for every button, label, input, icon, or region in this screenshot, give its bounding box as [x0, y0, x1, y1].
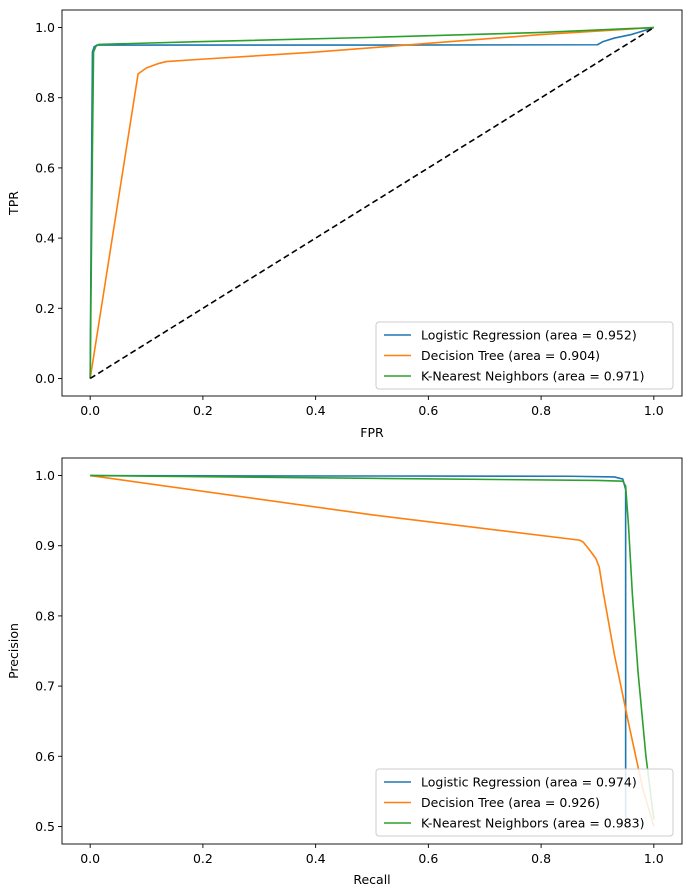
plot-frame	[61, 9, 683, 397]
legend-label-3: K-Nearest Neighbors (area = 0.971)	[421, 369, 644, 384]
x-tick-label: 1.0	[644, 403, 664, 418]
x-tick-label: 0.8	[531, 403, 551, 418]
y-tick-label: 0.0	[35, 371, 55, 386]
series-line-2	[89, 26, 654, 379]
legend-box	[375, 321, 674, 390]
x-axis-label: Recall	[353, 872, 390, 887]
series-line-1	[89, 26, 655, 379]
y-tick-label: 0.8	[35, 90, 55, 105]
y-tick-label: 0.2	[35, 301, 55, 316]
chart-panel-1: 0.0 0.2 0.4 0.6 0.8 1.0 0.0 0.2 0.4 0.6 0.8 1.0 FPR T…	[6, 9, 683, 440]
series-line-2	[90, 474, 655, 827]
chance-diagonal-line	[89, 26, 655, 380]
legend-label-1: Logistic Regression (area = 0.974)	[421, 775, 637, 790]
plot-frame	[61, 457, 683, 845]
y-axis-label: TPR	[6, 191, 21, 216]
legend-label-3: K-Nearest Neighbors (area = 0.983)	[421, 816, 644, 831]
x-tick-label: 0.6	[418, 403, 438, 418]
y-tick-label: 1.0	[35, 20, 55, 35]
x-tick-label: 1.0	[644, 851, 664, 866]
x-tick-label: 0.2	[193, 403, 213, 418]
legend-label-2: Decision Tree (area = 0.904)	[421, 348, 600, 363]
x-tick-label: 0.0	[80, 403, 100, 418]
series-line-3	[90, 474, 655, 820]
y-tick-label: 0.4	[35, 231, 55, 246]
legend-label-1: Logistic Regression (area = 0.952)	[421, 328, 637, 343]
y-tick-label: 0.5	[35, 819, 55, 834]
x-tick-label: 0.2	[193, 851, 213, 866]
y-tick-label: 0.8	[35, 608, 55, 623]
legend: Logistic Regression (area = 0.952) Decisi…	[375, 321, 674, 390]
legend: Logistic Regression (area = 0.974) Decisi…	[375, 768, 674, 837]
x-tick-label: 0.0	[80, 851, 100, 866]
series-line-1	[90, 474, 627, 820]
x-tick-label: 0.4	[306, 403, 326, 418]
x-tick-label: 0.6	[418, 851, 438, 866]
series-line-3	[89, 26, 654, 379]
x-axis-label: FPR	[360, 425, 384, 440]
y-tick-label: 0.6	[35, 160, 55, 175]
y-tick-label: 0.9	[35, 538, 55, 553]
chart-panel-2: 0.0 0.2 0.4 0.6 0.8 1.0 0.5 0.6 0.7 0.8 0.9 1.0 Reca…	[6, 457, 683, 887]
y-tick-label: 1.0	[35, 468, 55, 483]
legend-label-2: Decision Tree (area = 0.926)	[421, 795, 600, 810]
y-tick-label: 0.7	[35, 679, 55, 694]
x-tick-label: 0.4	[306, 851, 326, 866]
x-tick-label: 0.8	[531, 851, 551, 866]
legend-box	[375, 768, 674, 837]
y-tick-label: 0.6	[35, 749, 55, 764]
y-axis-label: Precision	[6, 623, 21, 679]
